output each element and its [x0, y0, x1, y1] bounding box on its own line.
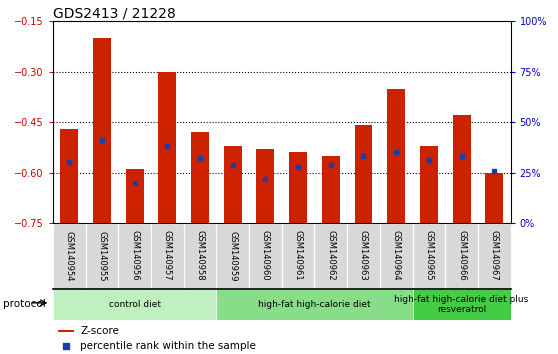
Text: control diet: control diet: [109, 300, 161, 309]
Text: Z-score: Z-score: [80, 326, 119, 336]
Text: GSM140959: GSM140959: [228, 230, 237, 281]
Text: protocol: protocol: [3, 299, 46, 309]
Text: GSM140967: GSM140967: [490, 230, 499, 281]
Bar: [315, 223, 347, 289]
Bar: [86, 223, 118, 289]
Text: GSM140963: GSM140963: [359, 230, 368, 281]
Bar: [485, 173, 503, 223]
Bar: [53, 289, 217, 320]
Text: GSM140961: GSM140961: [294, 230, 302, 281]
Text: GSM140962: GSM140962: [326, 230, 335, 281]
Bar: [191, 132, 209, 223]
Bar: [282, 223, 315, 289]
Bar: [60, 129, 78, 223]
Bar: [217, 223, 249, 289]
Text: high-fat high-calorie diet: high-fat high-calorie diet: [258, 300, 371, 309]
Text: GSM140956: GSM140956: [130, 230, 139, 281]
Text: GSM140955: GSM140955: [98, 230, 107, 281]
Bar: [289, 153, 307, 223]
Bar: [151, 223, 184, 289]
Bar: [445, 223, 478, 289]
Bar: [158, 72, 176, 223]
Text: GSM140960: GSM140960: [261, 230, 270, 281]
Bar: [93, 38, 111, 223]
Bar: [118, 223, 151, 289]
Bar: [53, 223, 86, 289]
Text: GSM140958: GSM140958: [196, 230, 205, 281]
Text: percentile rank within the sample: percentile rank within the sample: [80, 341, 256, 350]
Text: GSM140964: GSM140964: [392, 230, 401, 281]
Bar: [249, 223, 282, 289]
Text: GSM140966: GSM140966: [457, 230, 466, 281]
Bar: [224, 146, 242, 223]
Text: GSM140965: GSM140965: [425, 230, 434, 281]
Bar: [387, 88, 405, 223]
Bar: [453, 115, 470, 223]
Text: GSM140957: GSM140957: [163, 230, 172, 281]
Bar: [412, 223, 445, 289]
Bar: [126, 169, 144, 223]
Text: high-fat high-calorie diet plus
resveratrol: high-fat high-calorie diet plus resverat…: [395, 295, 528, 314]
Bar: [57, 330, 74, 332]
Bar: [347, 223, 380, 289]
Bar: [420, 146, 438, 223]
Text: GDS2413 / 21228: GDS2413 / 21228: [53, 6, 176, 20]
Bar: [354, 126, 373, 223]
Bar: [257, 149, 275, 223]
Bar: [412, 289, 511, 320]
Text: GSM140954: GSM140954: [65, 230, 74, 281]
Bar: [322, 156, 340, 223]
Bar: [478, 223, 511, 289]
Bar: [380, 223, 412, 289]
Bar: [184, 223, 217, 289]
Bar: [217, 289, 412, 320]
